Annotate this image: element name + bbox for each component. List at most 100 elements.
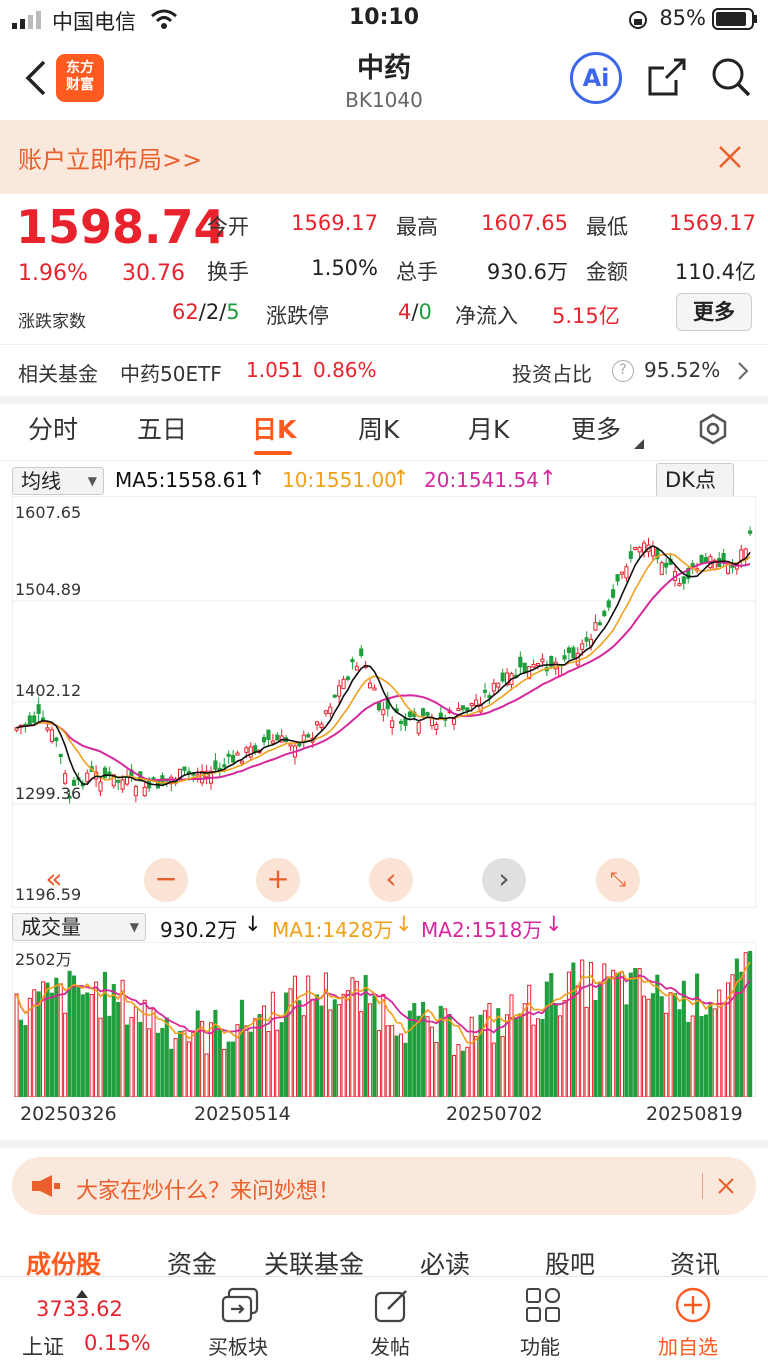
volume-selector[interactable]: 成交量 ▼ [12,913,146,941]
volume-bar [332,999,337,1097]
volume-bar [217,1028,222,1097]
volume-bar [58,983,63,1097]
volume-bar [63,1012,68,1097]
breadth-label: 涨跌家数 [18,312,86,332]
volume-bar [721,1004,726,1097]
help-icon[interactable]: ? [612,360,634,382]
ma-selector-label: 均线 [21,469,61,493]
candle [398,720,404,724]
back-icon[interactable] [22,58,48,102]
volume-bar [677,1009,682,1097]
candle [611,589,616,598]
index-value[interactable]: 3733.62 [36,1297,123,1321]
turnover-label: 换手 [207,260,249,284]
buy-sector-icon[interactable] [221,1287,261,1327]
candle [372,687,377,691]
ask-text: 大家在炒什么？来问妙想！ [76,1179,341,1204]
candle [54,737,59,742]
tab-daily-k[interactable]: 日K [252,415,297,444]
volume-bar [85,992,90,1097]
volume-bar [323,972,328,1097]
tab-capital[interactable]: 资金 [167,1250,218,1279]
tab-more[interactable]: 更多 [571,415,622,444]
volume-bar [244,1025,249,1097]
close-icon[interactable] [718,145,742,173]
logo-text-1: 东方 [66,60,94,76]
candle [540,658,545,663]
candle [518,656,523,668]
function-icon[interactable] [525,1287,561,1327]
tab-intraday[interactable]: 分时 [28,415,79,444]
volume-chart[interactable] [12,942,756,1097]
tab-weekly-k[interactable]: 周K [358,415,400,444]
share-icon[interactable] [646,56,686,102]
kline-chart[interactable] [12,496,756,908]
candle [637,546,642,553]
volume-bar [717,989,722,1097]
volume-bar [80,994,85,1097]
divider [702,1173,703,1199]
dk-point-button[interactable]: DK点 [656,463,734,497]
chevron-right-icon[interactable] [737,361,749,385]
ai-button[interactable]: Ai [570,52,622,104]
ma-selector[interactable]: 均线 ▼ [12,467,104,495]
post-label[interactable]: 发帖 [370,1335,410,1359]
candle [602,610,607,617]
promo-banner[interactable]: 账户立即布局>> [0,120,768,194]
post-icon[interactable] [374,1287,410,1327]
candle [500,672,505,682]
buy-sector-label[interactable]: 买板块 [208,1335,268,1359]
tab-related-funds[interactable]: 关联基金 [264,1250,365,1279]
tab-monthly-k[interactable]: 月K [468,415,510,444]
volume-bar [226,1041,231,1097]
price-axis-label: 1196.59 [15,885,82,904]
search-icon[interactable] [710,56,752,102]
volume-bar [275,1029,280,1097]
candle [261,736,267,743]
volume-bar [438,1005,443,1097]
clock: 10:10 [348,5,420,30]
fund-name[interactable]: 中药50ETF [120,362,222,386]
volume-bar [659,996,664,1097]
volume-bar [505,1014,510,1097]
add-watchlist-icon[interactable] [675,1287,711,1327]
scroll-right-icon[interactable]: › [482,858,526,902]
volume-bar [261,1005,267,1097]
tab-five-day[interactable]: 五日 [137,415,188,444]
function-label[interactable]: 功能 [520,1335,560,1359]
candle [628,551,633,559]
amount-label: 金额 [586,260,628,284]
fullscreen-icon[interactable]: ⤡ [596,858,640,902]
volume-bar [513,1018,518,1097]
battery-percent: 85% [659,6,706,30]
candle [368,682,373,689]
volume-bar [394,1035,399,1097]
more-button[interactable]: 更多 [676,293,752,331]
candle [381,709,386,716]
candle [275,734,280,741]
volume-bar [553,1003,558,1097]
add-watchlist-label[interactable]: 加自选 [658,1335,718,1359]
tab-news[interactable]: 资讯 [670,1250,721,1279]
close-icon[interactable] [717,1177,735,1199]
zoom-in-icon[interactable]: + [256,858,300,902]
zoom-out-icon[interactable]: − [144,858,188,902]
candle [681,576,686,584]
candle [266,729,271,740]
ask-banner[interactable]: 大家在炒什么？来问妙想！ [12,1157,756,1215]
last-price: 1598.74 [16,200,226,254]
scroll-left-fast-icon[interactable]: « [45,862,63,895]
lock-rotation-icon [628,10,648,36]
tab-forum[interactable]: 股吧 [545,1250,596,1279]
index-name: 上证 [22,1335,64,1359]
volume-bar [372,995,377,1097]
volume-arrow-icon: ↓ [244,912,262,936]
volume-bar [642,995,647,1097]
candle [200,770,205,784]
breadth-flat: 2 [205,300,220,324]
tab-must-read[interactable]: 必读 [420,1250,471,1279]
candle [231,755,236,763]
settings-icon[interactable] [697,413,729,449]
tab-constituents[interactable]: 成份股 [26,1250,102,1279]
scroll-left-icon[interactable]: ‹ [369,858,413,902]
